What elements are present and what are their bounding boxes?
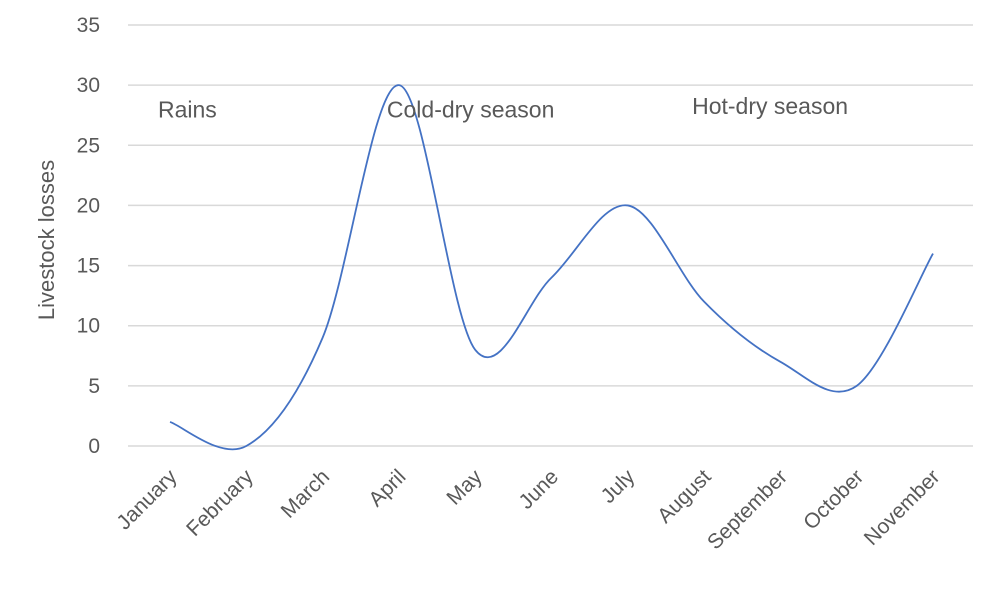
x-tick-label: June (515, 465, 563, 513)
annotation-label: Hot-dry season (692, 93, 848, 119)
series (169, 84, 934, 451)
y-axis-title: Livestock losses (34, 160, 59, 320)
x-tick-label: August (653, 465, 716, 528)
x-tick-label: April (364, 465, 410, 511)
x-tick-label: October (799, 465, 868, 534)
y-tick-label: 30 (77, 74, 100, 97)
x-tick-label: May (442, 465, 487, 510)
gridlines (128, 24, 973, 447)
y-tick-label: 5 (88, 375, 100, 398)
x-tick-label: November (860, 465, 945, 550)
y-tick-label: 10 (77, 315, 100, 338)
y-tick-label: 20 (77, 194, 100, 217)
x-tick-label: September (703, 465, 792, 554)
annotation-label: Rains (158, 97, 217, 123)
annotations: Rains Cold-dry season Hot-dry season (158, 93, 848, 123)
annotation-label: Cold-dry season (387, 97, 554, 123)
x-axis-ticks: January February March April May June July Augu… (112, 465, 944, 554)
y-tick-label: 0 (88, 435, 100, 458)
y-tick-label: 25 (77, 134, 100, 157)
x-tick-label: March (277, 465, 335, 523)
x-tick-label: January (112, 465, 181, 534)
x-tick-label: February (182, 465, 258, 541)
y-axis-ticks: 0 5 10 15 20 25 30 35 (77, 14, 100, 458)
y-tick-label: 35 (77, 14, 100, 37)
y-tick-label: 15 (77, 255, 100, 278)
series-line-0 (169, 84, 934, 451)
x-tick-label: July (597, 465, 640, 508)
